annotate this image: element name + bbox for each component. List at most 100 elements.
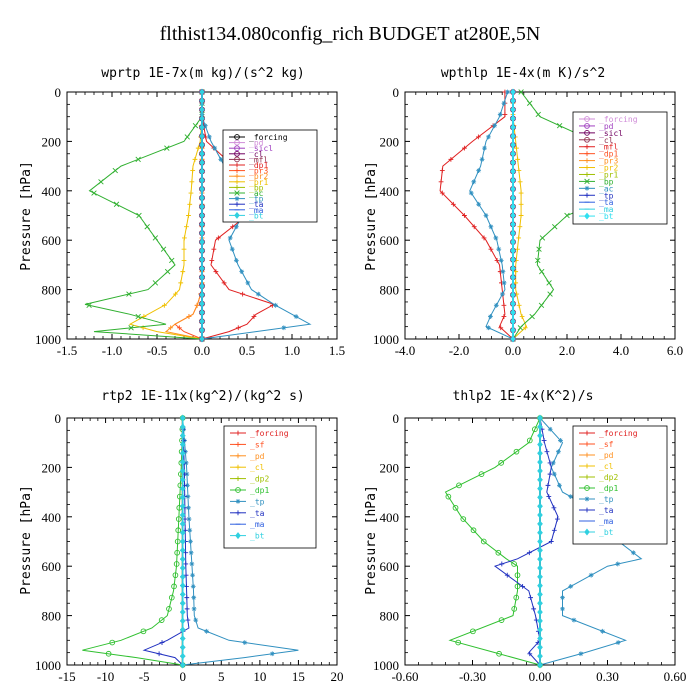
series-point	[179, 564, 186, 572]
series-point	[538, 268, 545, 275]
legend-marker	[234, 190, 240, 196]
series-point	[510, 176, 516, 184]
series-point	[529, 313, 535, 320]
series-point	[185, 482, 190, 488]
series-point	[174, 549, 181, 556]
x-tick-label: 1.5	[329, 343, 345, 358]
series-point	[227, 235, 233, 241]
series-point	[568, 494, 574, 499]
series-point	[510, 97, 516, 105]
legend-item: _sicl	[229, 144, 273, 153]
series-point	[199, 256, 205, 264]
series-point	[181, 246, 187, 252]
series-point	[527, 651, 533, 657]
series-point	[494, 258, 500, 263]
series-point	[199, 123, 205, 131]
series-point	[239, 269, 245, 275]
legend-box	[572, 425, 668, 545]
series-point	[183, 561, 189, 567]
series-point	[476, 201, 482, 207]
series-point	[179, 476, 186, 484]
legend-label: _ma	[599, 205, 614, 214]
series-point	[181, 258, 187, 263]
legend-marker	[234, 162, 240, 168]
series-point	[510, 159, 516, 167]
legend-item: _ta	[579, 198, 614, 207]
series-point	[179, 590, 186, 598]
series-point	[588, 572, 594, 578]
series-point	[455, 639, 462, 646]
series-line	[469, 91, 514, 340]
series-point	[199, 185, 205, 193]
y-tick-label: 400	[42, 510, 62, 525]
series-point	[537, 590, 543, 598]
series-point	[136, 212, 142, 219]
series-point	[510, 132, 516, 140]
x-tick-label: 15	[292, 669, 305, 684]
legend-label: _cl	[250, 463, 265, 472]
x-tick-label: -2.0	[449, 343, 470, 358]
series-point	[179, 635, 186, 643]
series-point	[478, 471, 485, 477]
legend-label: _ac	[599, 184, 614, 193]
series-point	[98, 179, 104, 185]
y-tick-label: 200	[380, 460, 400, 475]
series-point	[505, 89, 510, 95]
legend-marker	[584, 130, 590, 136]
series-point	[160, 246, 167, 252]
legend-item: _ac	[229, 189, 264, 198]
series-point	[199, 273, 205, 281]
series-point	[191, 595, 197, 601]
series-point	[439, 168, 445, 173]
legend-item: _forcing	[229, 133, 288, 142]
legend: _forcing_pd_sicl_cl_mfl_dp1_pr3_pr2_pr1_…	[572, 111, 668, 225]
series-point	[539, 235, 546, 241]
legend-item: _cl	[579, 462, 614, 471]
series-point	[199, 132, 205, 140]
legend-marker	[235, 453, 241, 459]
series-point	[516, 168, 522, 173]
y-tick-label: 600	[380, 233, 400, 248]
series-point	[600, 628, 605, 634]
series-point	[172, 572, 179, 579]
legend-item: _pd	[229, 139, 264, 148]
legend-label: _bt	[250, 532, 265, 541]
legend-label: _ma	[599, 517, 614, 526]
series-point	[199, 300, 205, 308]
legend-label: _ta	[599, 506, 614, 515]
legend-marker	[584, 178, 590, 185]
series-point	[233, 224, 239, 230]
legend-marker	[234, 134, 240, 140]
legend-label: _mfl	[249, 155, 268, 164]
series-point	[537, 643, 543, 651]
series-point	[195, 145, 201, 151]
series-point	[273, 302, 279, 308]
series-point	[468, 190, 474, 196]
series-point	[510, 300, 516, 308]
series-point	[537, 511, 543, 519]
series-point	[526, 437, 533, 444]
y-tick-label: 1000	[35, 332, 61, 347]
series-point	[204, 628, 209, 634]
series-point	[480, 538, 487, 545]
series-point	[199, 176, 205, 184]
series-point	[493, 235, 499, 241]
legend-label: _pr1	[599, 170, 618, 179]
series-point	[479, 156, 485, 162]
series-point	[537, 564, 543, 572]
series-point	[179, 458, 186, 466]
series-point	[242, 640, 248, 645]
legend-marker	[234, 201, 240, 207]
series-point	[135, 313, 141, 320]
series-point	[615, 561, 621, 567]
series-line	[182, 417, 299, 666]
series-point	[537, 635, 543, 643]
legend-item: _forcing	[579, 115, 638, 124]
series-point	[537, 449, 543, 457]
series-point	[538, 302, 545, 309]
series-point	[189, 179, 195, 185]
legend-item: _tp	[230, 497, 265, 506]
series-point	[144, 224, 150, 230]
series-point	[135, 156, 141, 163]
series-point	[187, 527, 193, 533]
